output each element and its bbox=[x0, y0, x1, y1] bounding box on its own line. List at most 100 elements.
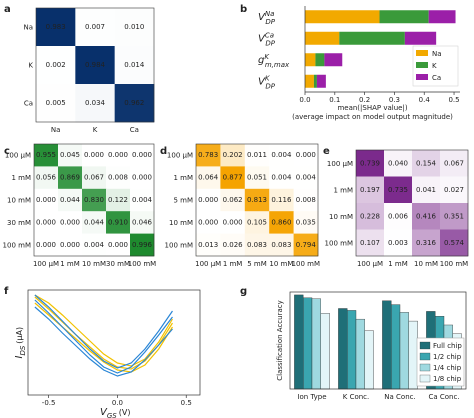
cell-label: 0.051 bbox=[247, 174, 267, 182]
cell-label: 0.000 bbox=[296, 151, 316, 159]
x-tick-label: 0.1 bbox=[329, 96, 340, 104]
cell-label: 0.014 bbox=[124, 61, 145, 69]
bar-segment bbox=[316, 74, 326, 88]
row-label: 100 mM bbox=[325, 239, 353, 247]
heat-cell bbox=[220, 233, 246, 257]
cell-label: 0.067 bbox=[84, 174, 104, 182]
heat-cell bbox=[130, 166, 155, 190]
heat-cell bbox=[58, 211, 83, 234]
row-label: 100 mM bbox=[165, 241, 193, 249]
panel-letter: f bbox=[4, 286, 9, 297]
cell-label: 0.010 bbox=[124, 23, 144, 31]
heat-cell bbox=[269, 166, 294, 190]
cell-label: 0.026 bbox=[223, 241, 244, 249]
heat-cell bbox=[384, 150, 413, 177]
bar bbox=[399, 312, 410, 390]
cell-label: 0.003 bbox=[388, 239, 408, 247]
bar bbox=[382, 300, 392, 390]
heat-cell bbox=[196, 211, 221, 234]
frame bbox=[355, 149, 469, 257]
cell-label: 0.000 bbox=[36, 218, 56, 226]
heat-cell bbox=[106, 233, 131, 257]
cell-label: 0.008 bbox=[296, 196, 316, 204]
bar-segment bbox=[315, 53, 325, 67]
row-label: 1 mM bbox=[333, 186, 353, 194]
cell-label: 0.000 bbox=[84, 151, 104, 159]
cell-label: 0.574 bbox=[444, 239, 465, 247]
heat-cell bbox=[440, 203, 469, 230]
legend-label: K bbox=[432, 62, 437, 70]
cell-label: 0.004 bbox=[132, 196, 153, 204]
bar-segment bbox=[379, 10, 429, 24]
heat-cell bbox=[75, 84, 115, 123]
category-label-sub: m,max bbox=[265, 61, 290, 69]
cell-label: 0.011 bbox=[247, 151, 267, 159]
cell-label: 0.046 bbox=[132, 218, 153, 226]
heat-cell bbox=[269, 233, 294, 257]
y-axis-label-unit: (µA) bbox=[15, 327, 24, 344]
col-label: 1 mM bbox=[223, 260, 243, 268]
cell-label: 0.783 bbox=[198, 151, 218, 159]
cell-label: 0.983 bbox=[46, 23, 66, 31]
frame bbox=[27, 289, 201, 396]
panel-letter: d bbox=[160, 146, 167, 157]
col-label: 1 mM bbox=[60, 260, 80, 268]
heat-cell bbox=[58, 144, 83, 167]
heat-cell bbox=[440, 176, 469, 204]
x-tick-label: K Conc. bbox=[343, 393, 370, 401]
heat-cell bbox=[114, 46, 155, 85]
cell-label: 0.000 bbox=[132, 151, 152, 159]
row-label: 1 mM bbox=[11, 174, 31, 182]
x-tick-label: 0.4 bbox=[419, 96, 431, 104]
x-axis-label: VGS (V) bbox=[100, 407, 130, 418]
col-label: Ca bbox=[130, 126, 139, 134]
heat-cell bbox=[293, 166, 319, 190]
category-label-sub: DP bbox=[265, 18, 275, 26]
heat-cell bbox=[58, 166, 83, 190]
cell-label: 0.869 bbox=[60, 174, 80, 182]
legend-swatch bbox=[419, 374, 431, 383]
x-tick-label: -0.5 bbox=[42, 399, 56, 407]
curve bbox=[34, 306, 173, 377]
row-label: 1 mM bbox=[173, 174, 193, 182]
bar-segment bbox=[428, 10, 456, 24]
legend-swatch bbox=[419, 341, 431, 350]
x-axis-label: mean(|SHAP value|) bbox=[337, 104, 407, 112]
category-label-sub: DP bbox=[265, 39, 275, 47]
cell-label: 0.154 bbox=[416, 159, 437, 167]
frame bbox=[195, 143, 319, 257]
cell-label: 0.002 bbox=[46, 61, 66, 69]
cell-label: 0.034 bbox=[85, 99, 106, 107]
cell-label: 0.877 bbox=[223, 174, 243, 182]
heat-cell bbox=[36, 8, 76, 47]
heat-cell bbox=[293, 188, 319, 212]
cell-label: 0.044 bbox=[84, 218, 105, 226]
cell-label: 0.739 bbox=[360, 159, 380, 167]
heat-cell bbox=[269, 144, 294, 167]
x-tick-label: 0.0 bbox=[112, 399, 123, 407]
heat-cell bbox=[130, 211, 155, 234]
row-label: 10 mM bbox=[169, 219, 193, 227]
panel-letter: g bbox=[240, 286, 247, 297]
heat-cell bbox=[106, 188, 131, 212]
col-label: 100 µM bbox=[33, 260, 59, 268]
curve bbox=[34, 299, 173, 374]
bar bbox=[408, 320, 418, 390]
cell-label: 0.000 bbox=[36, 196, 56, 204]
y-axis-label-sub: DS bbox=[19, 345, 27, 355]
row-label: Ca bbox=[24, 100, 33, 108]
cell-label: 0.004 bbox=[84, 241, 105, 249]
legend-swatch bbox=[419, 363, 431, 372]
heat-cell bbox=[244, 166, 270, 190]
heat-cell bbox=[36, 84, 76, 123]
cell-label: 0.910 bbox=[108, 218, 128, 226]
heat-cell bbox=[34, 188, 59, 212]
heat-cell bbox=[244, 144, 270, 167]
row-label: 100 µM bbox=[327, 160, 353, 168]
cell-label: 0.013 bbox=[198, 241, 218, 249]
heat-cell bbox=[244, 233, 270, 257]
panel-letter: b bbox=[240, 4, 247, 15]
heat-cell bbox=[220, 166, 246, 190]
row-label: 5 mM bbox=[173, 197, 193, 205]
